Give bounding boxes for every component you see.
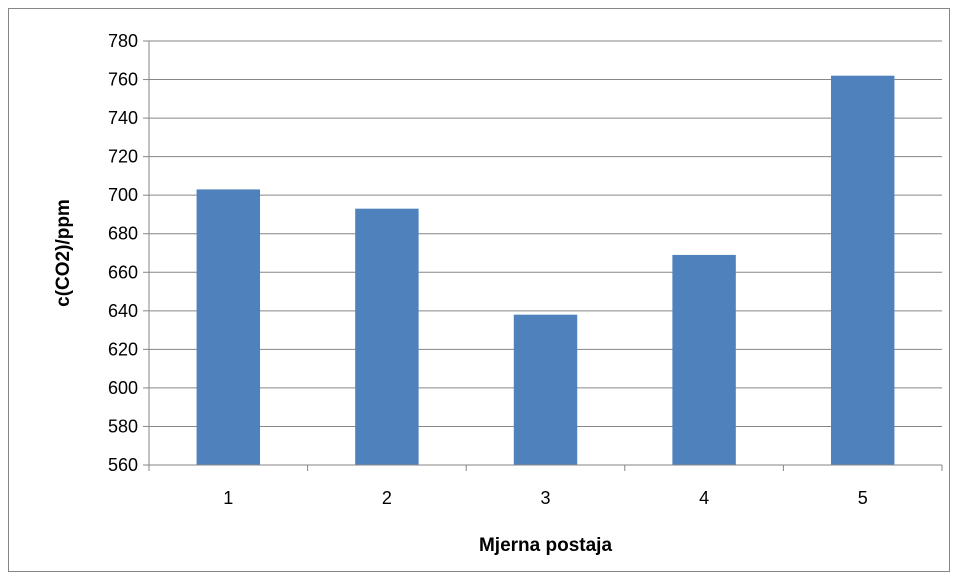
- gridlines: [149, 40, 942, 427]
- y-tick-label: 600: [108, 378, 138, 398]
- y-tick-label: 620: [108, 339, 138, 359]
- bars: [196, 75, 895, 465]
- axes: [143, 40, 943, 471]
- y-tick-label: 660: [108, 262, 138, 282]
- x-tick-label: 1: [223, 488, 233, 508]
- y-tick-labels: 560 580 600 620 640 660 680 700 720 740 760 780: [108, 31, 138, 475]
- bar: [513, 314, 578, 465]
- x-tick-label: 3: [540, 488, 550, 508]
- y-tick-label: 560: [108, 455, 138, 475]
- y-tick-label: 580: [108, 416, 138, 436]
- x-tick-labels: 1 2 3 4 5: [223, 488, 867, 508]
- bar: [830, 75, 895, 465]
- x-tick-label: 4: [699, 488, 709, 508]
- y-tick-label: 700: [108, 185, 138, 205]
- x-tick-label: 2: [382, 488, 392, 508]
- bar: [355, 208, 419, 465]
- y-tick-label: 680: [108, 224, 138, 244]
- bar: [672, 254, 736, 465]
- chart-frame: [8, 8, 950, 572]
- y-tick-label: 720: [108, 147, 138, 167]
- bar: [196, 189, 261, 465]
- y-tick-label: 640: [108, 301, 138, 321]
- x-tick-label: 5: [858, 488, 868, 508]
- y-axis-title: c(CO2)/ppm: [53, 199, 74, 307]
- y-tick-label: 780: [108, 31, 138, 51]
- y-tick-label: 760: [108, 70, 138, 90]
- y-tick-label: 740: [108, 108, 138, 128]
- x-axis-title: Mjerna postaja: [479, 535, 612, 556]
